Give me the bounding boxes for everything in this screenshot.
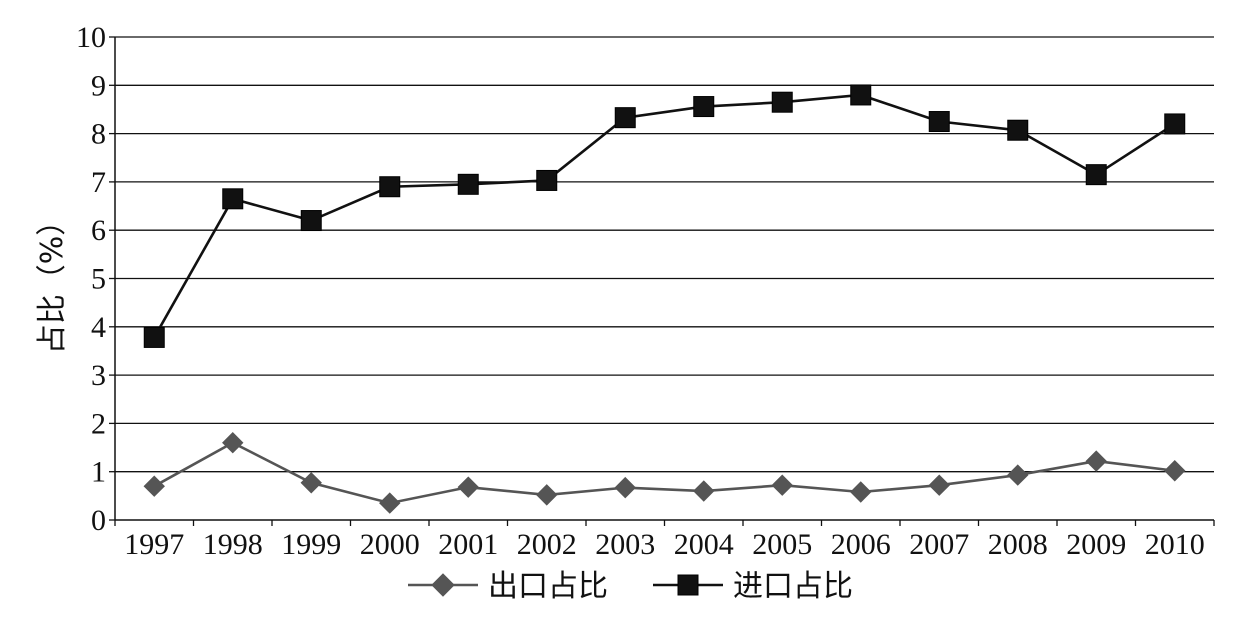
data-point <box>143 326 165 348</box>
y-tick-label: 3 <box>91 359 106 392</box>
x-tick-label: 2009 <box>1066 528 1126 561</box>
data-point <box>143 475 165 497</box>
data-point <box>222 432 244 454</box>
y-tick-label: 7 <box>91 166 106 199</box>
y-tick-label: 8 <box>91 118 106 151</box>
series-line <box>153 93 1176 339</box>
data-point <box>771 91 793 113</box>
data-point <box>1085 450 1107 472</box>
series-1 <box>143 432 1186 514</box>
data-point <box>300 210 322 232</box>
data-point <box>222 188 244 210</box>
data-point <box>536 484 558 506</box>
y-tick-label: 6 <box>91 214 106 247</box>
data-point <box>928 474 950 496</box>
data-point <box>693 96 715 118</box>
data-point <box>1007 119 1029 141</box>
data-point <box>614 107 636 129</box>
x-tick-label: 2005 <box>752 528 812 561</box>
y-tick-label: 1 <box>91 456 106 489</box>
x-tick-label: 1998 <box>203 528 263 561</box>
data-point <box>1164 460 1186 482</box>
legend-label: 出口占比 <box>488 569 608 604</box>
data-point <box>614 476 636 499</box>
x-tick-labels: 1997 1998 1999 2000 2001 2002 2003 2004 2005 2006… <box>124 528 1205 561</box>
y-tick-label: 0 <box>91 504 106 537</box>
legend-item: 出口占比 <box>408 569 608 604</box>
data-point <box>379 176 401 198</box>
x-tick-label: 2001 <box>438 528 498 561</box>
data-point <box>379 492 401 514</box>
series-line <box>153 441 1175 505</box>
data-point <box>693 480 715 502</box>
data-point <box>850 481 872 503</box>
x-tick-label: 2000 <box>360 528 420 561</box>
y-axis-label: 占比（%） <box>35 206 70 355</box>
x-tick-label: 2007 <box>909 528 969 561</box>
series-group <box>143 84 1186 514</box>
data-point <box>1164 113 1186 135</box>
gridlines <box>115 36 1214 473</box>
series-2 <box>143 84 1186 348</box>
legend-marker <box>677 574 699 596</box>
data-point <box>1007 464 1029 486</box>
x-tick-label: 2003 <box>595 528 655 561</box>
x-tick-label: 2008 <box>988 528 1048 561</box>
legend-item: 进口占比 <box>653 569 853 604</box>
y-tick-label: 10 <box>76 21 106 54</box>
data-point <box>771 474 793 496</box>
data-point <box>300 472 322 494</box>
y-tick-label: 9 <box>91 69 106 102</box>
x-tick-label: 2004 <box>674 528 734 561</box>
x-tick-label: 2002 <box>517 528 577 561</box>
x-tick-label: 1999 <box>281 528 341 561</box>
legend-marker <box>431 573 455 597</box>
x-tick-label: 1997 <box>124 528 184 561</box>
data-point <box>850 84 872 106</box>
y-tick-labels: 0 1 2 3 4 5 6 7 8 9 10 <box>76 21 106 537</box>
x-tick-label: 2010 <box>1145 528 1205 561</box>
y-tick-label: 4 <box>91 311 106 344</box>
data-point <box>457 476 479 498</box>
axes <box>109 36 1215 526</box>
data-point <box>536 169 558 191</box>
data-point <box>928 111 950 133</box>
data-point <box>1085 164 1107 186</box>
data-point <box>457 173 479 195</box>
legend-label: 进口占比 <box>733 569 853 604</box>
x-tick-label: 2006 <box>831 528 891 561</box>
legend: 出口占比 进口占比 <box>408 569 853 604</box>
y-tick-label: 2 <box>91 407 106 440</box>
y-tick-label: 5 <box>91 263 106 296</box>
